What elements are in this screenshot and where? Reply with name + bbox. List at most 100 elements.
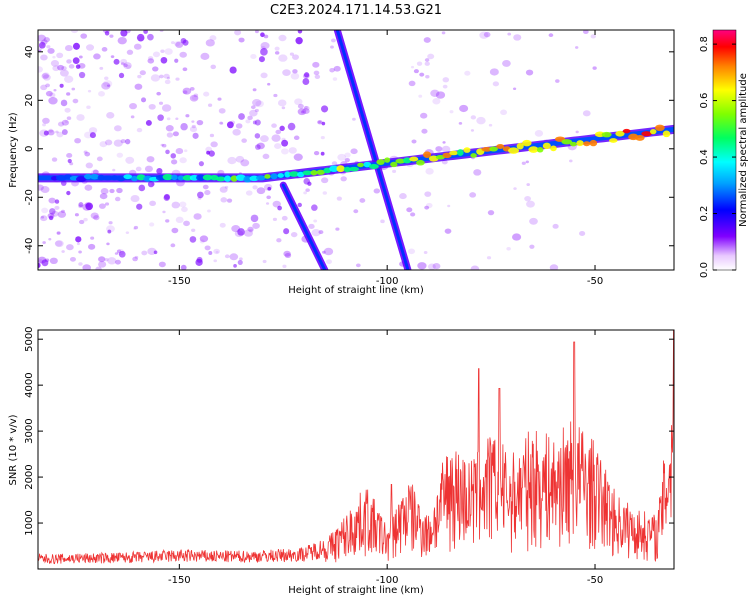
noise-blob (165, 219, 170, 223)
band-blob (323, 167, 332, 174)
streak-inner (281, 183, 327, 270)
noise-blob (318, 230, 324, 235)
noise-blob (54, 240, 64, 248)
noise-blob (552, 223, 559, 229)
noise-blob (95, 266, 102, 270)
noise-blob (295, 37, 303, 45)
noise-blob (66, 152, 73, 158)
noise-blob (137, 74, 142, 79)
noise-blob (252, 120, 257, 125)
noise-blob (163, 193, 170, 200)
noise-blob (416, 61, 423, 66)
noise-blob (170, 159, 178, 165)
noise-blob (66, 244, 74, 251)
noise-blob (174, 58, 179, 63)
noise-blob (256, 142, 265, 150)
noise-blob (526, 183, 530, 186)
noise-blob (101, 47, 108, 52)
noise-blob (173, 41, 181, 47)
noise-blob (423, 37, 431, 43)
band-blob (76, 176, 87, 183)
noise-blob (158, 101, 164, 105)
noise-blob (84, 184, 93, 191)
noise-blob (281, 106, 286, 110)
noise-blob (293, 135, 300, 141)
x-tick-label: -100 (376, 276, 399, 287)
noise-blob (56, 131, 64, 138)
noise-blob (180, 264, 187, 270)
noise-blob (249, 109, 258, 117)
noise-blob (38, 34, 46, 42)
noise-blob (209, 35, 217, 41)
noise-blob (322, 250, 326, 254)
noise-blob (252, 99, 262, 107)
band-blob (102, 175, 113, 181)
band-blob (635, 134, 645, 141)
noise-blob (125, 231, 130, 235)
noise-blob (427, 53, 435, 60)
noise-blob (321, 121, 326, 126)
noise-blob (444, 228, 452, 234)
noise-blob (166, 117, 171, 121)
noise-blob (113, 139, 123, 147)
noise-blob (213, 248, 220, 255)
noise-blob (263, 34, 269, 39)
noise-blob (208, 251, 213, 255)
noise-blob (48, 238, 52, 241)
noise-blob (156, 168, 163, 175)
noise-blob (233, 264, 237, 268)
noise-blob (104, 30, 110, 36)
noise-blob (219, 186, 228, 193)
noise-blob (106, 242, 110, 246)
noise-blob (317, 120, 323, 125)
band-blob (264, 174, 271, 179)
noise-blob (64, 75, 74, 83)
noise-blob (235, 155, 245, 163)
noise-blob (48, 128, 54, 133)
noise-blob (175, 117, 179, 121)
noise-blob (260, 32, 265, 38)
noise-blob (55, 130, 59, 134)
noise-blob (68, 64, 75, 69)
noise-blob (88, 243, 96, 250)
noise-blob (304, 106, 308, 110)
band-blob (162, 173, 173, 181)
noise-blob (84, 151, 91, 157)
noise-blob (321, 177, 329, 184)
noise-blob (98, 261, 107, 268)
band-blob (576, 140, 584, 147)
noise-blob (133, 227, 137, 230)
band-blob (528, 146, 539, 153)
noise-blob (470, 265, 480, 270)
noise-blob (302, 108, 310, 115)
noise-blob (85, 44, 95, 51)
noise-blob (420, 112, 428, 119)
band-blob (171, 174, 178, 181)
colorbar-gradient (712, 29, 737, 271)
band-blob (111, 175, 118, 181)
band-blob (216, 176, 226, 182)
noise-blob (189, 94, 199, 102)
noise-blob (136, 127, 143, 133)
noise-blob (575, 46, 579, 49)
noise-blob (419, 72, 425, 77)
noise-blob (143, 30, 148, 34)
chart-title: C2E3.2024.171.14.53.G21 (270, 3, 442, 18)
noise-blob (166, 76, 171, 80)
noise-blob (66, 116, 72, 121)
noise-blob (76, 114, 85, 121)
noise-blob (418, 94, 423, 98)
noise-blob (290, 231, 298, 238)
noise-blob (293, 153, 303, 161)
noise-blob (427, 263, 436, 270)
noise-blob (590, 34, 596, 39)
colorbar-label: Normalized spectral amplitude (738, 73, 749, 227)
noise-blob (278, 34, 287, 42)
noise-blob (521, 161, 526, 165)
noise-blob (98, 203, 106, 209)
noise-blob (245, 119, 251, 124)
noise-blob (447, 204, 451, 208)
noise-blob (506, 247, 511, 251)
snr-panel: -150 -100 -50 1000 2000 3000 4000 5000 Height o… (8, 326, 675, 596)
noise-blob (64, 44, 73, 52)
